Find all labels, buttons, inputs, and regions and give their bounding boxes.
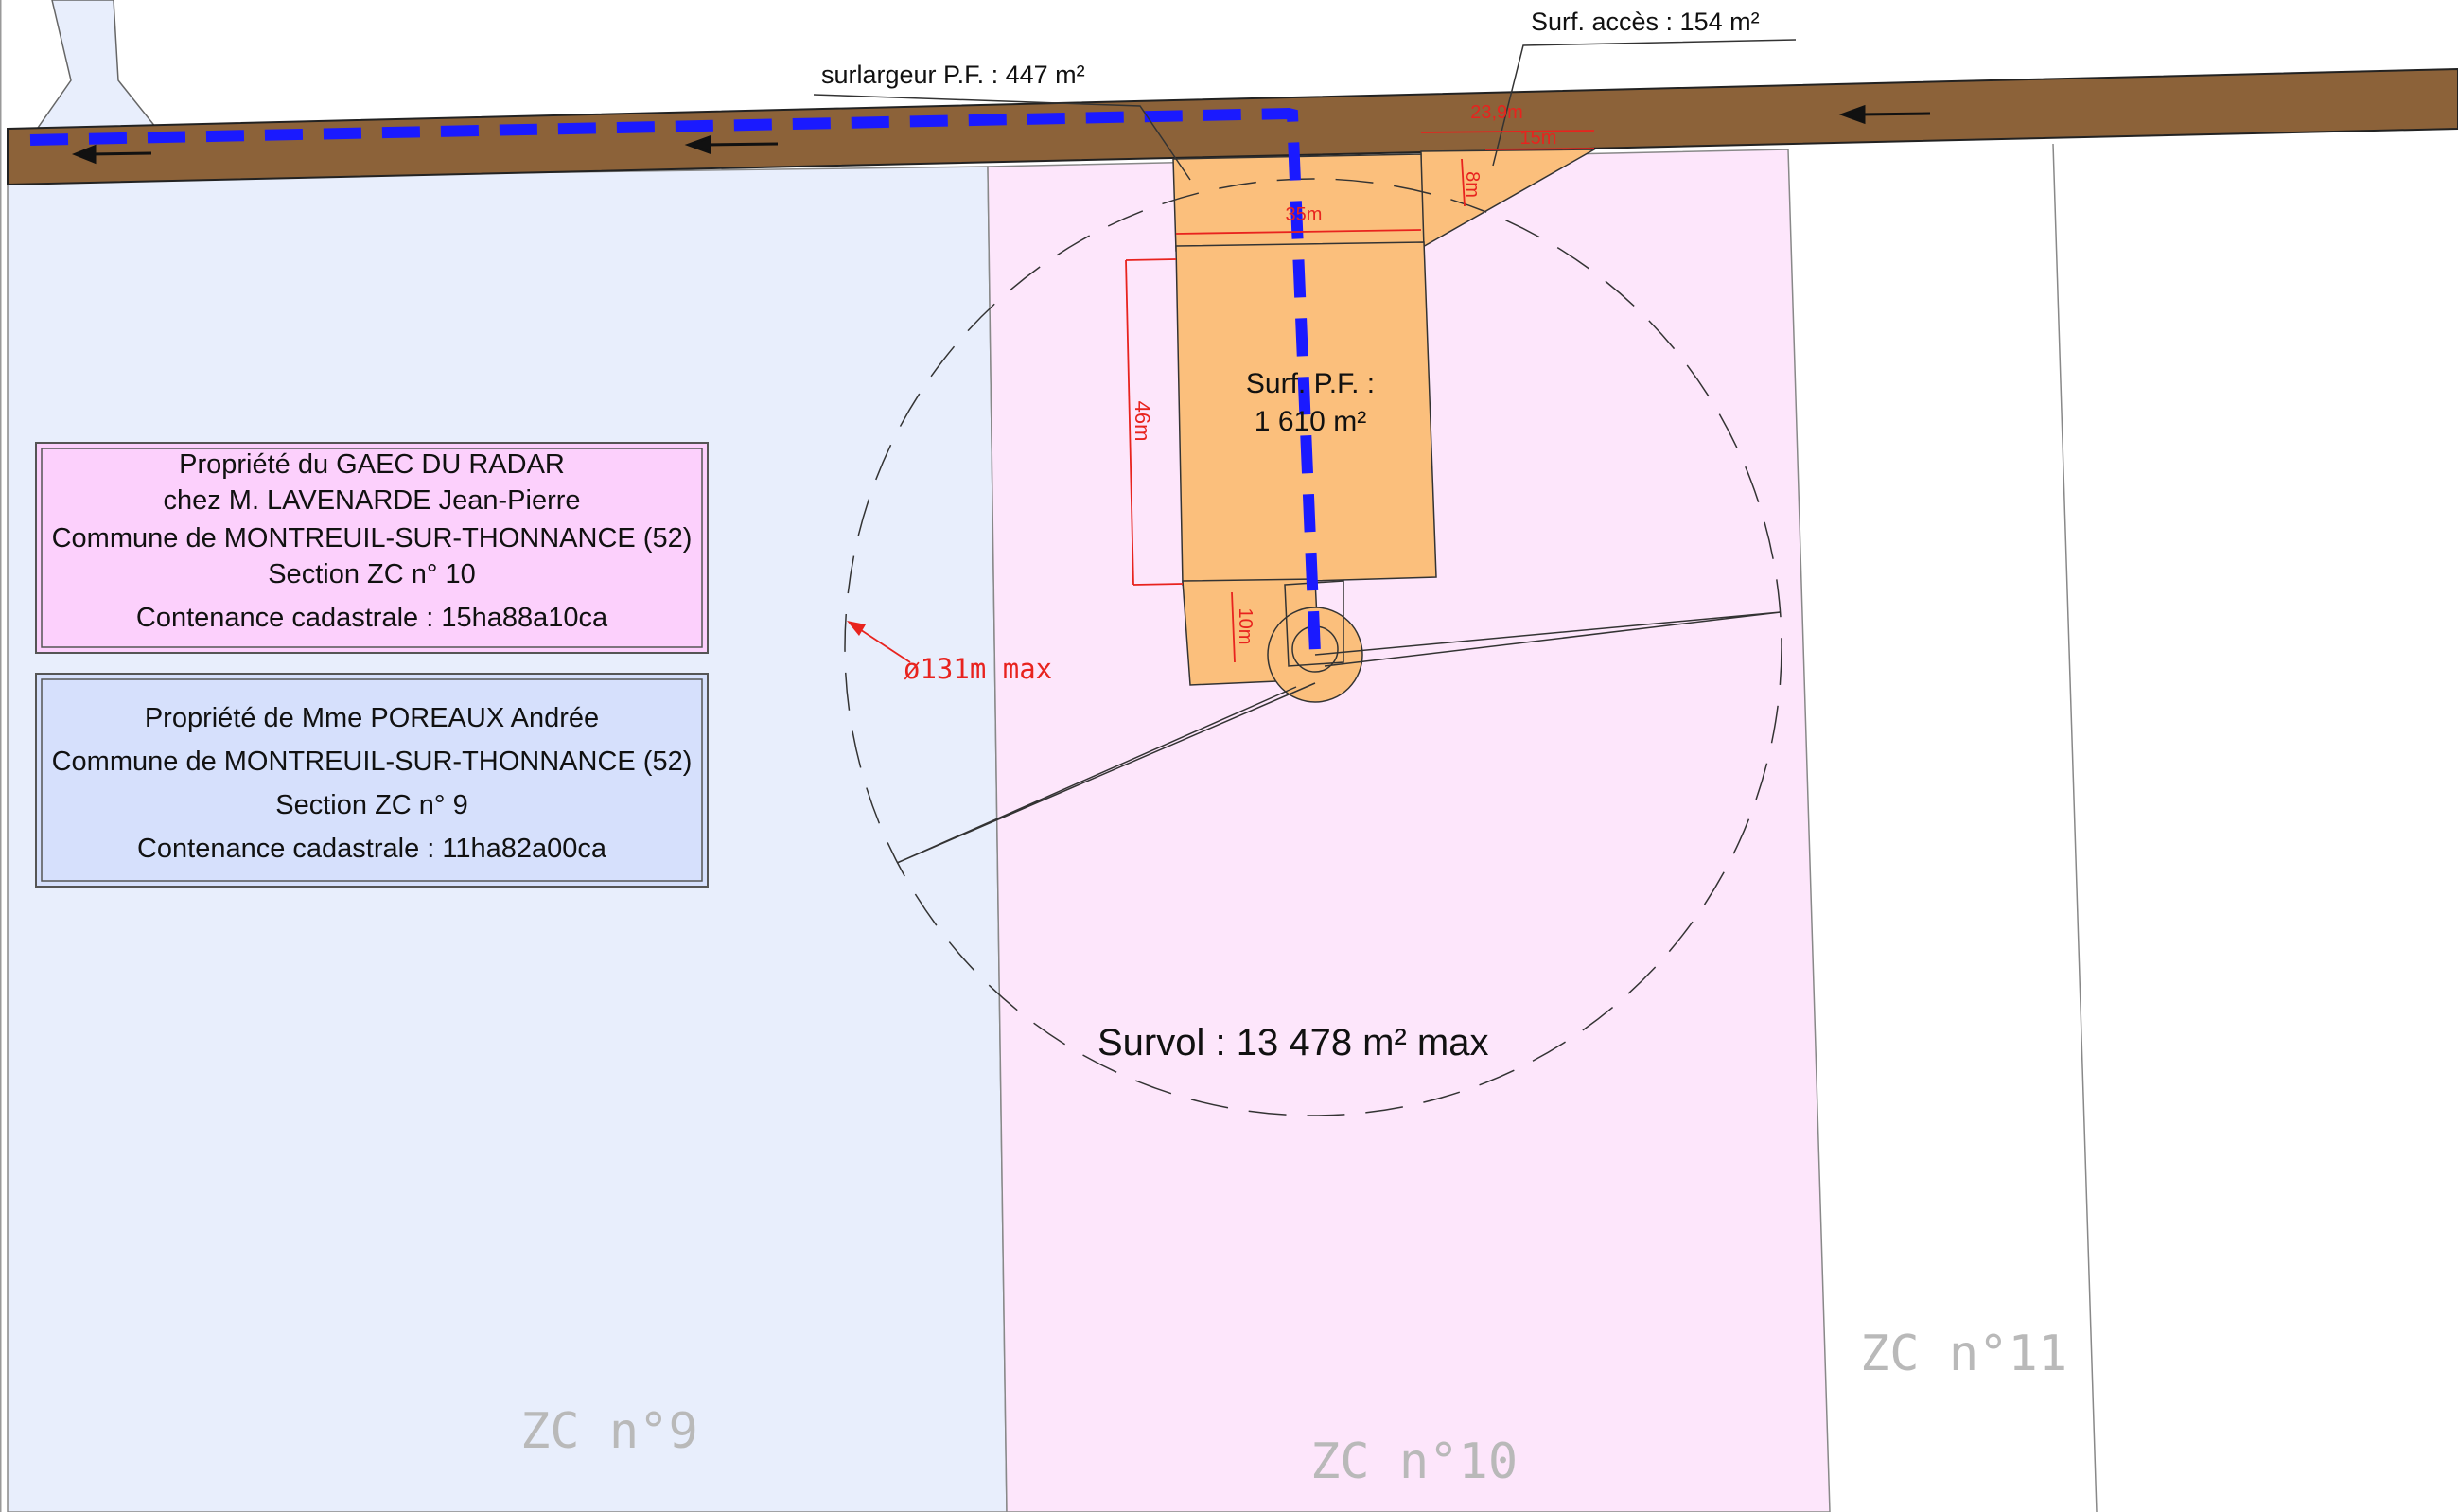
parcel-label-zc11: ZC n°11 bbox=[1860, 1326, 2067, 1382]
turbine-nacelle bbox=[1284, 580, 1344, 667]
surf-pf-value: 1 610 m² bbox=[1255, 406, 1366, 437]
dim-width-35: 35m bbox=[1286, 204, 1323, 225]
parcel-zc11-boundary bbox=[2052, 143, 2098, 1512]
road bbox=[7, 67, 2458, 186]
owner-zc10-line4: Section ZC n° 10 bbox=[268, 559, 476, 589]
arrow-icon bbox=[684, 134, 779, 155]
surlargeur-leader bbox=[813, 94, 1191, 181]
parcel-label-zc10: ZC n°10 bbox=[1310, 1433, 1518, 1490]
arrow-icon bbox=[1838, 104, 1931, 125]
surf-acces-label: Surf. accès : 154 m² bbox=[1531, 8, 1760, 36]
acces-leader bbox=[1492, 39, 1797, 167]
cable-route bbox=[29, 107, 1321, 654]
overflight-circle bbox=[844, 178, 1782, 1116]
dim-acces-15: 15m bbox=[1520, 128, 1557, 149]
parcel-label-zc9: ZC n°9 bbox=[520, 1403, 698, 1460]
dim-length-46: 46m bbox=[1131, 401, 1154, 442]
owner-zc10-line5: Contenance cadastrale : 15ha88a10ca bbox=[136, 603, 608, 633]
owner-box-zc10: Propriété du GAEC DU RADAR chez M. LAVEN… bbox=[35, 442, 709, 654]
surlargeur-label: surlargeur P.F. : 447 m² bbox=[821, 61, 1085, 89]
owner-zc9-line4: Contenance cadastrale : 11ha82a00ca bbox=[137, 834, 607, 864]
diameter-label: ø131m max bbox=[904, 653, 1052, 685]
owner-zc9-line2: Commune de MONTREUIL-SUR-THONNANCE (52) bbox=[52, 747, 693, 777]
dim-acces-23-9: 23,9m bbox=[1470, 102, 1523, 123]
owner-zc10-line3: Commune de MONTREUIL-SUR-THONNANCE (52) bbox=[52, 523, 693, 554]
surf-pf-label: Surf. P.F. : bbox=[1246, 368, 1375, 399]
survol-label: Survol : 13 478 m² max bbox=[1097, 1022, 1489, 1064]
owner-box-zc9: Propriété de Mme POREAUX Andrée Commune … bbox=[35, 673, 709, 888]
owner-zc10-line1: Propriété du GAEC DU RADAR bbox=[179, 449, 565, 480]
owner-zc10-line2: chez M. LAVENARDE Jean-Pierre bbox=[163, 485, 580, 516]
owner-zc9-line3: Section ZC n° 9 bbox=[275, 790, 467, 820]
owner-zc9-line1: Propriété de Mme POREAUX Andrée bbox=[145, 703, 599, 733]
arrow-icon bbox=[847, 621, 866, 636]
dim-acces-8: 8m bbox=[1462, 171, 1483, 198]
road-junction bbox=[36, 0, 158, 129]
dimension-lines bbox=[849, 130, 1595, 663]
arrow-icon bbox=[71, 144, 152, 165]
dim-length-10: 10m bbox=[1235, 608, 1255, 645]
